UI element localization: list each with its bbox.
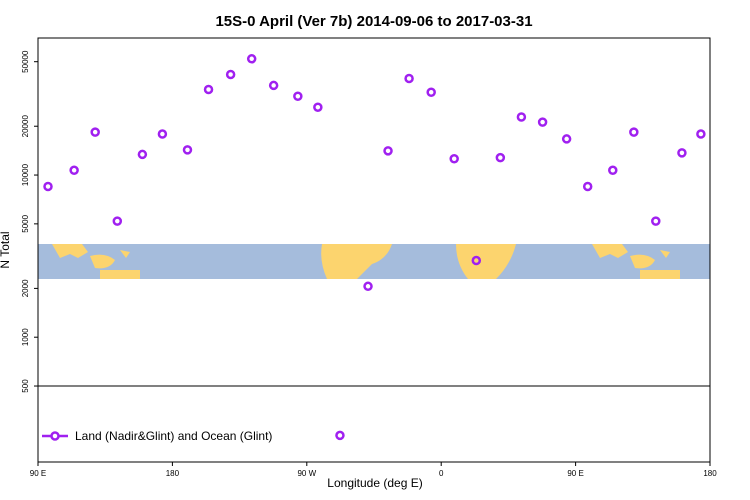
- y-tick-label: 2000: [21, 279, 30, 297]
- point: [313, 102, 323, 112]
- x-tick-label: 180: [703, 469, 717, 478]
- point: [383, 146, 393, 156]
- point: [696, 129, 706, 139]
- point: [561, 134, 572, 144]
- y-tick-label: 50000: [21, 50, 30, 73]
- point: [651, 216, 661, 226]
- x-tick-label: 90 W: [297, 469, 316, 478]
- y-tick-label: 10000: [21, 163, 30, 186]
- point: [335, 430, 345, 441]
- chart-title: 15S-0 April (Ver 7b) 2014-09-06 to 2017-…: [215, 13, 532, 30]
- x-axis-label: Longitude (deg E): [327, 476, 422, 490]
- point: [471, 255, 482, 266]
- x-tick-label: 180: [166, 469, 180, 478]
- point: [137, 149, 148, 160]
- point: [293, 91, 303, 102]
- point: [537, 117, 548, 127]
- point: [69, 165, 79, 176]
- point: [404, 73, 414, 84]
- x-tick-label: 90 E: [567, 469, 583, 478]
- point: [43, 181, 53, 192]
- y-tick-label: 1000: [21, 328, 30, 346]
- point: [112, 216, 123, 226]
- y-tick-label: 5000: [21, 214, 30, 232]
- point: [449, 154, 459, 164]
- point: [203, 84, 214, 95]
- y-tick-label: 20000: [21, 115, 30, 138]
- point: [268, 80, 279, 91]
- point: [608, 165, 618, 176]
- x-tick-label: 90 E: [30, 469, 46, 478]
- x-tick-label: 0: [439, 469, 444, 478]
- point: [90, 127, 100, 137]
- point: [246, 54, 257, 64]
- point: [157, 129, 168, 139]
- point: [677, 148, 687, 158]
- point: [629, 127, 639, 137]
- map-strip: [38, 244, 710, 279]
- point: [582, 181, 593, 192]
- point: [225, 69, 236, 80]
- legend-label: Land (Nadir&Glint) and Ocean (Glint): [75, 429, 272, 443]
- y-axis-label: N Total: [0, 231, 12, 268]
- point: [516, 112, 527, 122]
- legend-marker: [50, 431, 60, 441]
- plot-frame: [37, 37, 711, 463]
- point: [426, 87, 436, 98]
- y-tick-label: 500: [21, 379, 30, 393]
- point: [363, 281, 373, 292]
- point: [495, 152, 506, 163]
- point: [182, 145, 193, 155]
